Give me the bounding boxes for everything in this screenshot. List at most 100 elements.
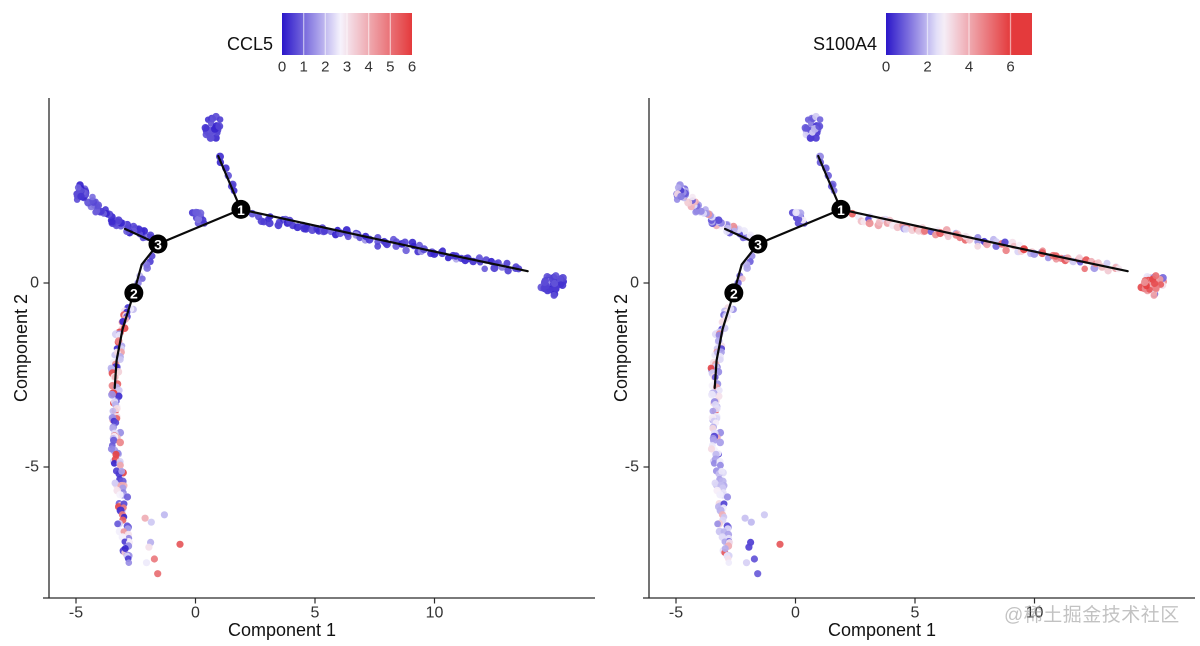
outlier-point [745, 543, 753, 551]
data-point [108, 390, 116, 399]
data-point [192, 208, 200, 217]
data-point [716, 438, 724, 447]
data-point [725, 559, 733, 566]
outlier-point [142, 559, 151, 567]
outlier-point [176, 540, 184, 548]
data-point [114, 216, 123, 224]
x-tick-label: -5 [669, 605, 683, 622]
data-point [206, 134, 215, 142]
data-point [815, 122, 824, 131]
data-point [216, 152, 224, 161]
outlier-point [154, 570, 162, 578]
axes: -5 0 5 10 0 -5 Component 1 Component 2 [611, 98, 1195, 640]
trajectory-segment [839, 208, 1129, 273]
branch-node-label: 2 [730, 285, 738, 301]
colorbar-tick-label: 2 [321, 59, 329, 76]
data-point [710, 460, 718, 467]
data-point [116, 356, 124, 363]
branch-node [748, 234, 768, 254]
colorbar-tick-label: 0 [278, 59, 286, 76]
data-point [344, 233, 352, 241]
data-point [1152, 272, 1160, 280]
data-point [540, 278, 549, 287]
x-axis-title: Component 1 [228, 620, 336, 640]
data-point [684, 198, 693, 207]
cell-points [73, 112, 567, 578]
data-point [74, 184, 82, 191]
data-point [114, 520, 121, 528]
y-tick-label: -5 [625, 459, 639, 476]
colorbar-tick-label: 3 [343, 59, 351, 76]
legend-title: S100A4 [813, 34, 877, 54]
data-point [107, 445, 116, 453]
branch-node [724, 283, 744, 303]
data-point [708, 390, 716, 399]
data-point [674, 184, 682, 191]
outlier-point [747, 518, 755, 526]
data-point [711, 479, 719, 487]
trajectory-tree [113, 154, 529, 389]
data-point [816, 116, 824, 123]
branch-node [148, 234, 168, 254]
data-point [139, 275, 146, 282]
data-point [693, 207, 701, 215]
data-point [201, 124, 210, 132]
data-point [77, 192, 85, 201]
branch-node [231, 199, 251, 219]
data-point [115, 386, 123, 394]
x-tick-label: 0 [191, 605, 200, 622]
data-point [1104, 267, 1112, 275]
trajectory-segment [713, 291, 735, 389]
data-point [1076, 254, 1083, 262]
x-tick-label: 10 [426, 605, 444, 622]
colorbar-tick-label: 6 [1006, 59, 1014, 76]
data-point [902, 225, 910, 233]
data-point [374, 242, 382, 250]
data-point [504, 267, 512, 275]
legend-title: CCL5 [227, 34, 273, 54]
data-point [121, 545, 129, 552]
colorbar-tick-label: 2 [923, 59, 931, 76]
branch-node-label: 1 [837, 202, 845, 218]
branch-nodes: 1 2 3 [124, 199, 251, 303]
y-axis-title: Component 2 [611, 294, 631, 402]
outlier-point [750, 555, 758, 563]
data-point [481, 265, 489, 273]
x-tick-label: 10 [1026, 605, 1044, 622]
data-point [1103, 259, 1111, 267]
colorbar-tick-label: 0 [882, 59, 890, 76]
data-point [116, 461, 124, 469]
data-point [743, 264, 751, 272]
data-point [716, 461, 724, 469]
expression-colorbar-legend: 0 2 4 6 S100A4 [813, 13, 1032, 76]
cell-points [673, 112, 1167, 578]
data-point [116, 491, 124, 499]
data-point [552, 272, 560, 280]
trajectory-segment [817, 154, 842, 211]
data-point [944, 233, 952, 241]
trajectory-segment [217, 154, 242, 211]
trajectory-segment [156, 208, 242, 246]
data-point [110, 460, 118, 467]
data-point [123, 493, 132, 501]
data-point [109, 407, 117, 415]
data-point [716, 491, 724, 499]
branch-nodes: 1 2 3 [724, 199, 851, 303]
data-point [302, 225, 310, 233]
y-axis-title: Component 2 [11, 294, 31, 402]
data-point [794, 215, 803, 224]
data-point [111, 479, 119, 487]
x-tick-label: 5 [911, 605, 920, 622]
data-point [476, 254, 483, 262]
y-tick-label: -5 [25, 459, 39, 476]
data-point [118, 467, 126, 475]
data-point [689, 193, 696, 201]
colorbar-tick-label: 5 [386, 59, 394, 76]
x-tick-label: 5 [311, 605, 320, 622]
data-point [402, 246, 410, 255]
outlier-point [160, 511, 168, 519]
branch-node-label: 3 [154, 236, 162, 252]
outlier-point [141, 514, 149, 522]
data-point [194, 215, 203, 224]
